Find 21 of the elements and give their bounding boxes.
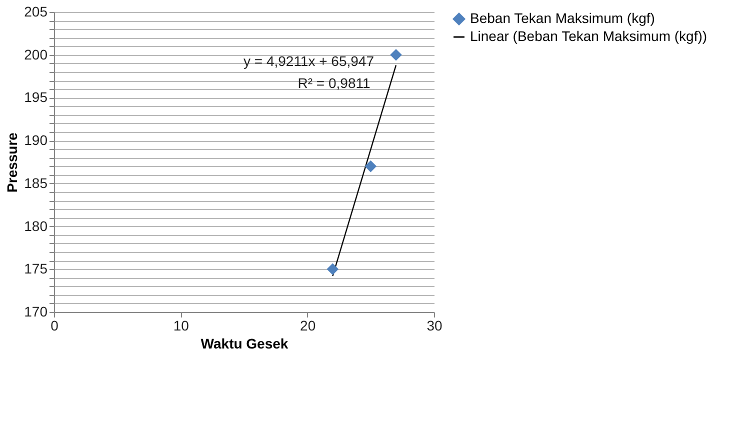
x-tick-label: 30 [426, 318, 442, 334]
y-tick-label: 205 [24, 4, 48, 20]
y-tick-label: 195 [24, 89, 48, 106]
y-tick-label: 200 [24, 46, 48, 62]
x-tick-label: 10 [173, 318, 190, 334]
legend-label: Linear (Beban Tekan Maksimum (kgf)) [470, 28, 708, 44]
point [390, 48, 402, 61]
y-axis-title: Pressure [4, 132, 20, 192]
y-tick-label: 180 [24, 218, 48, 234]
y-tick-label: 175 [24, 260, 48, 277]
legend-label: Beban Tekan Maksimum (kgf) [470, 10, 655, 26]
annotation: R² = 0,9811 [298, 75, 370, 91]
point [326, 263, 339, 276]
x-axis-title: Waktu Gesek [200, 336, 288, 352]
x-tick-label: 20 [300, 318, 316, 334]
point [364, 160, 377, 172]
y-tick-label: 170 [24, 304, 48, 320]
annotation: y = 4,9211x + 65,947 [243, 53, 374, 69]
y-tick-label: 190 [24, 132, 48, 148]
y-tick-label: 185 [24, 174, 48, 191]
x-tick-label: 0 [50, 318, 59, 334]
